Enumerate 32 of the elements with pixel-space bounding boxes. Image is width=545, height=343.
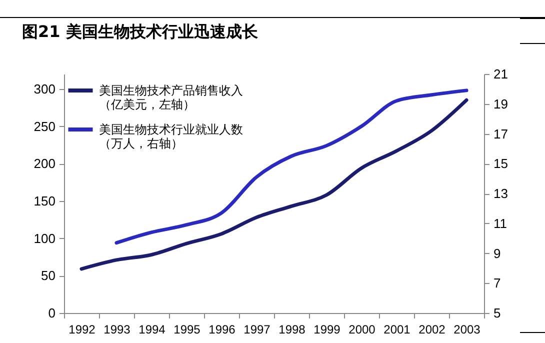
x-tick-label: 1999 <box>314 322 341 336</box>
y2-tick-label: 19 <box>494 96 508 112</box>
y-tick-label: 50 <box>41 268 56 284</box>
x-tick-label: 2002 <box>418 322 446 336</box>
x-tick-label: 2001 <box>384 322 411 336</box>
x-tick-label: 2000 <box>348 322 376 336</box>
y-tick-label: 200 <box>34 156 56 172</box>
y2-tick-label: 7 <box>494 276 501 291</box>
y2-tick-label: 15 <box>494 156 508 172</box>
y-tick-label: 300 <box>34 81 56 96</box>
x-tick-label: 1995 <box>174 322 201 336</box>
y2-tick-label: 13 <box>494 186 508 201</box>
x-tick-label: 1996 <box>208 322 236 336</box>
y-tick-label: 150 <box>34 193 56 208</box>
y-tick-label: 250 <box>34 118 56 134</box>
y2-tick-label: 9 <box>494 246 501 261</box>
legend-label: 美国生物技术产品销售收入（亿美元，左轴） <box>99 84 243 112</box>
y2-tick-label: 5 <box>494 306 501 320</box>
y-tick-label: 100 <box>34 230 56 246</box>
x-tick-label: 1993 <box>104 322 131 336</box>
x-tick-label: 1997 <box>244 322 271 336</box>
y-tick-label: 0 <box>48 306 56 320</box>
legend-label: 美国生物技术行业就业人数（万人，右轴） <box>99 122 243 150</box>
y2-tick-label: 11 <box>494 216 507 231</box>
x-tick-label: 1992 <box>68 322 96 336</box>
line-series <box>80 98 468 271</box>
chart-title: 图21 美国生物技术行业迅速成长 <box>22 22 259 41</box>
y2-tick-label: 17 <box>494 126 508 142</box>
x-tick-label: 1998 <box>278 322 306 336</box>
y2-tick-label: 21 <box>494 66 508 82</box>
x-tick-label: 2003 <box>454 322 481 336</box>
x-tick-label: 1994 <box>138 322 166 336</box>
